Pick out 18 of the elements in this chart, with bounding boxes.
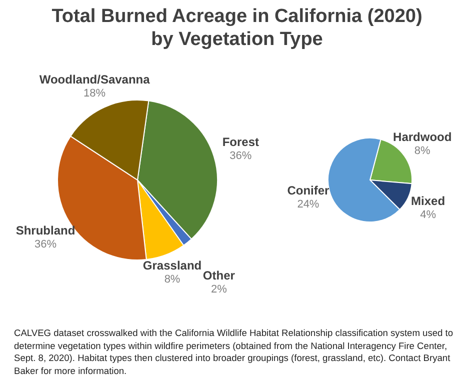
slice-label: Shrubland [16, 224, 76, 238]
data-label: 8% [414, 145, 431, 158]
slice-label: Forest [222, 135, 260, 150]
slice-label: Other [202, 268, 236, 282]
slice-label: Mixed [411, 194, 446, 208]
data-label: 36% [230, 150, 252, 162]
data-label: 2% [210, 283, 228, 296]
slice-label: Conifer [287, 184, 330, 198]
slice-label: Woodland/Savanna [39, 72, 150, 86]
slice-label: Grassland [142, 258, 202, 273]
data-label: 24% [297, 198, 320, 211]
data-label: 36% [34, 238, 57, 251]
data-label: 18% [84, 87, 106, 100]
text: CALVEG dataset crosswalked with the California Wildlife Habitat Relationship classification system used to determine vegetation types within wildfire perimeters (obtained from the National Interagency Fire Center, Sept. 8, 2020). Habitat types then clustered into broader groupings (forest, grassland, etc). Contact Bryant Baker for more information. [14, 327, 454, 377]
slice-label: Hardwood [393, 130, 452, 144]
data-label: 4% [420, 208, 436, 221]
chart-title: Total Burned Acreage in California (2020) by Vegetation Type [50, 5, 424, 51]
data-label: 8% [164, 274, 180, 286]
